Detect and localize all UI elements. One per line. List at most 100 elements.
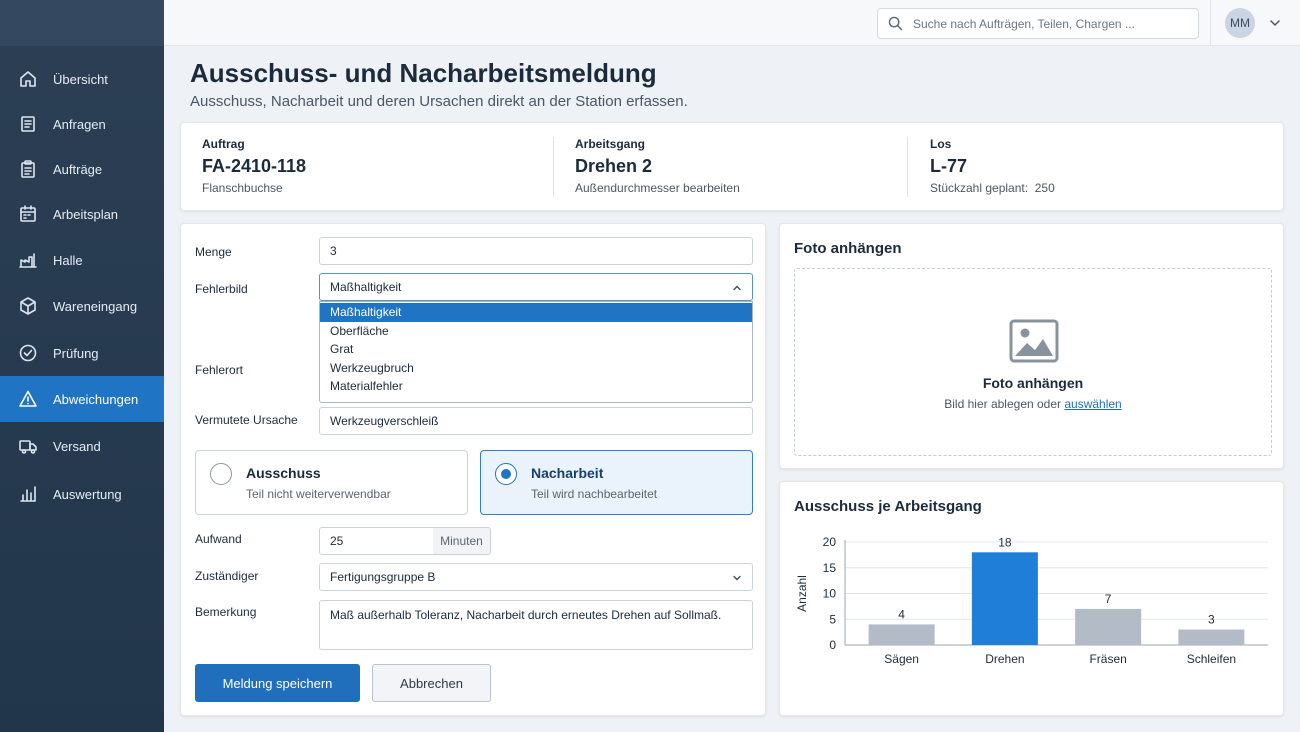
nav-item-label: Aufträge (53, 161, 103, 177)
select-file-link[interactable]: auswählen (1064, 397, 1122, 411)
scrap-bar-chart: 0 5 10 15 20 Anzahl 4 Sägen 18 Drehen 7 Fräsen 3 Schl… (795, 535, 1268, 666)
check-circle-icon (19, 344, 37, 362)
y-tick-label: 0 (829, 638, 836, 652)
radio-title: Ausschuss (246, 465, 321, 481)
effort-unit: Minuten (433, 527, 491, 555)
search-icon (888, 16, 903, 31)
data-label: 7 (1105, 592, 1112, 606)
info-divider (553, 137, 554, 197)
avatar[interactable]: MM (1225, 8, 1255, 38)
nav-item-halle[interactable]: Halle (0, 237, 164, 283)
x-tick-label: Fräsen (1089, 652, 1126, 666)
remark-field[interactable]: Maß außerhalb Toleranz, Nacharbeit durch… (319, 600, 753, 650)
nav-item-label: Versand (53, 438, 101, 454)
document-icon (21, 116, 35, 132)
defect-select[interactable]: Maßhaltigkeit (319, 273, 753, 301)
bar (868, 624, 935, 645)
nav-item-uebersicht[interactable]: Übersicht (0, 56, 164, 102)
dropdown-option[interactable]: Materialfehler (330, 379, 403, 394)
radio-button (210, 463, 232, 485)
dropzone-hint: Bild hier ablegen oder auswählen (795, 397, 1271, 411)
assignee-select[interactable]: Fertigungsgruppe B (319, 563, 753, 591)
operation-info: Arbeitsgang Drehen 2 Außendurchmesser be… (575, 137, 740, 195)
nav-item-auswertung[interactable]: Auswertung (0, 471, 164, 517)
assignee-select-value: Fertigungsgruppe B (330, 570, 436, 584)
nav-item-label: Abweichungen (53, 391, 139, 407)
y-tick-label: 20 (823, 535, 837, 549)
calendar-icon (20, 205, 36, 222)
chevron-up-icon (733, 285, 741, 291)
x-tick-label: Schleifen (1187, 652, 1236, 666)
sidebar-header (0, 0, 164, 46)
nav-item-label: Halle (53, 252, 83, 268)
nav-item-versand[interactable]: Versand (0, 423, 164, 469)
y-tick-label: 5 (829, 612, 836, 626)
search-box[interactable] (877, 8, 1199, 39)
order-label: Auftrag (202, 137, 245, 151)
radio-rework[interactable]: Nacharbeit Teil wird nachbearbeitet (480, 450, 753, 515)
defect-select-value: Maßhaltigkeit (330, 280, 402, 294)
x-tick-label: Drehen (985, 652, 1024, 666)
dropzone-hint-text: Bild hier ablegen oder (944, 397, 1062, 411)
radio-scrap[interactable]: Ausschuss Teil nicht weiterverwendbar (195, 450, 468, 515)
planned-quantity-value: 250 (1034, 181, 1055, 195)
info-divider (907, 137, 908, 197)
nav-item-pruefung[interactable]: Prüfung (0, 330, 164, 376)
radio-description: Teil nicht weiterverwendbar (246, 487, 391, 501)
radio-dot (501, 469, 511, 479)
photo-dropzone[interactable]: Foto anhängen Bild hier ablegen oder aus… (794, 268, 1272, 456)
y-tick-label: 15 (823, 561, 837, 575)
photo-card-title: Foto anhängen (794, 240, 902, 257)
nav-item-label: Arbeitsplan (53, 206, 119, 222)
effort-field[interactable]: 25 (319, 527, 434, 555)
cause-field[interactable]: Werkzeugverschleiß (319, 407, 753, 435)
y-tick-label: 10 (823, 587, 837, 601)
nav-item-label: Übersicht (53, 71, 108, 87)
factory-icon (19, 253, 37, 268)
lot-info: Los L-77 Stückzahl geplant: 250 (930, 137, 1055, 195)
save-button[interactable]: Meldung speichern (195, 664, 360, 702)
nav-item-arbeitsplan[interactable]: Arbeitsplan (0, 191, 164, 237)
defect-label: Fehlerbild (195, 282, 248, 296)
chart-title: Ausschuss je Arbeitsgang (794, 498, 982, 515)
warning-icon (19, 390, 37, 407)
assignee-label: Zuständiger (195, 569, 259, 583)
nav-item-label: Prüfung (53, 345, 99, 361)
image-icon (1009, 319, 1059, 363)
nav-item-abweichungen[interactable]: Abweichungen (0, 376, 164, 422)
topbar-divider (1210, 0, 1211, 46)
bar (971, 552, 1038, 645)
nav-item-label: Auswertung (53, 486, 122, 502)
clipboard-icon (21, 160, 35, 178)
cancel-button[interactable]: Abbrechen (372, 664, 491, 702)
search-input[interactable] (913, 16, 1183, 31)
operation-description: Außendurchmesser bearbeiten (575, 181, 740, 195)
nav-item-auftraege[interactable]: Aufträge (0, 146, 164, 192)
lot-value: L-77 (930, 156, 968, 176)
data-label: 3 (1208, 613, 1215, 627)
x-tick-label: Sägen (884, 652, 919, 666)
order-number: FA-2410-118 (202, 156, 307, 176)
dropdown-option[interactable]: Werkzeugbruch (330, 360, 414, 375)
operation-label: Arbeitsgang (575, 137, 646, 151)
y-axis-label: Anzahl (795, 575, 809, 612)
order-description: Flanschbuchse (202, 181, 283, 195)
location-label: Fehlerort (195, 363, 244, 377)
chevron-down-icon (733, 575, 741, 581)
dropdown-option[interactable]: Maßhaltigkeit (320, 303, 752, 322)
order-info-card: Auftrag FA-2410-118 Flanschbuchse Arbeit… (180, 122, 1284, 211)
nav-item-anfragen[interactable]: Anfragen (0, 101, 164, 147)
dropdown-option[interactable]: Oberfläche (330, 323, 389, 338)
radio-title: Nacharbeit (531, 465, 604, 481)
bar (1075, 608, 1142, 645)
box-icon (20, 297, 36, 315)
home-icon (20, 71, 36, 87)
dropdown-option[interactable]: Grat (330, 342, 354, 357)
quantity-field[interactable]: 3 (319, 237, 753, 265)
order-info: Auftrag FA-2410-118 Flanschbuchse (202, 137, 306, 195)
bar (1178, 629, 1245, 645)
chevron-down-icon[interactable] (1269, 17, 1281, 29)
radio-button (495, 463, 517, 485)
remark-label: Bemerkung (195, 605, 257, 619)
nav-item-wareneingang[interactable]: Wareneingang (0, 283, 164, 329)
